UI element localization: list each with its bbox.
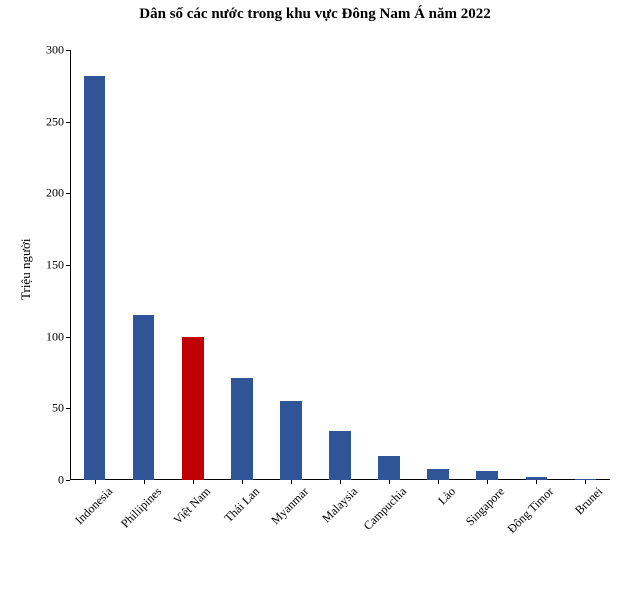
chart-title: Dân số các nước trong khu vực Đông Nam Á… (0, 6, 630, 23)
y-axis-label: Triệu người (18, 239, 34, 300)
x-tick-mark (144, 480, 145, 484)
y-tick-label: 100 (46, 329, 70, 344)
x-tick-mark (95, 480, 96, 484)
y-tick-label: 150 (46, 258, 70, 273)
plot-area: 050100150200250300IndonesiaPhiliipinesVi… (70, 50, 610, 480)
x-tick-label: Indonesia (68, 480, 116, 528)
y-tick-label: 0 (58, 473, 70, 488)
bar (378, 456, 400, 480)
x-tick-label: Brunei (568, 480, 606, 518)
bar (182, 337, 204, 480)
x-tick-label: Myanmar (264, 480, 312, 528)
y-tick-label: 50 (52, 401, 70, 416)
bar (427, 469, 449, 480)
y-tick-label: 200 (46, 186, 70, 201)
bar (84, 76, 106, 480)
y-tick-label: 250 (46, 114, 70, 129)
x-tick-label: Malaysia (315, 480, 361, 526)
y-axis-line (70, 50, 71, 480)
x-tick-mark (193, 480, 194, 484)
x-tick-label: Campuchia (356, 480, 409, 533)
x-tick-label: Thái Lan (217, 480, 263, 526)
bar (133, 315, 155, 480)
x-tick-label: Lào (431, 480, 459, 508)
x-tick-label: Việt Nam (166, 480, 214, 528)
y-tick-label: 300 (46, 43, 70, 58)
x-tick-label: Đông Timor (501, 480, 558, 537)
population-chart: Dân số các nước trong khu vực Đông Nam Á… (0, 0, 630, 597)
bar (280, 401, 302, 480)
x-tick-label: Philiipines (113, 480, 164, 531)
bar (476, 471, 498, 480)
bar (231, 378, 253, 480)
bar (329, 431, 351, 480)
